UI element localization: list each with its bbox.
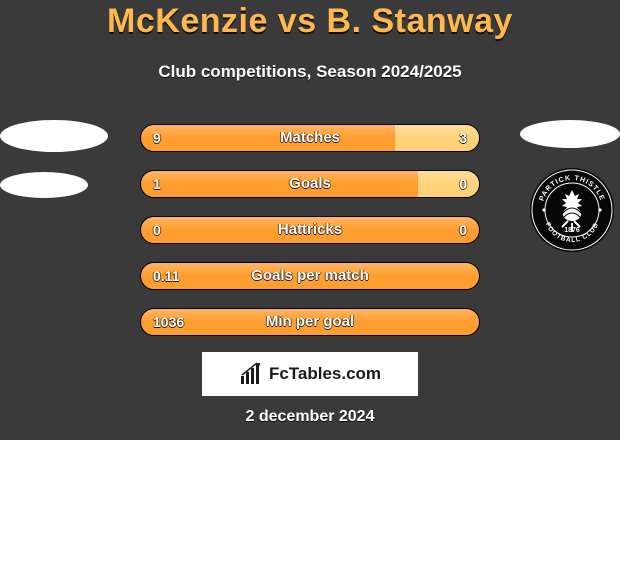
snapshot-date: 2 december 2024 <box>0 408 620 426</box>
placeholder-bubble <box>0 172 88 198</box>
placeholder-bubble <box>520 120 620 148</box>
svg-text:1876: 1876 <box>564 227 580 234</box>
metrics-container: 93Matches 10Goals 00Hattricks 0.11Goals per… <box>140 124 480 354</box>
club-crest-icon: PARTICK THISTLE FOOTBALL CLUB 1876 <box>530 168 614 252</box>
metric-label: Hattricks <box>141 217 479 243</box>
fctables-logo-icon <box>239 362 263 386</box>
metric-row: 00Hattricks <box>140 216 480 244</box>
metric-row: 10Goals <box>140 170 480 198</box>
brand-text: FcTables.com <box>269 364 381 384</box>
brand-watermark: FcTables.com <box>202 352 418 396</box>
metric-label: Goals <box>141 171 479 197</box>
placeholder-bubble <box>0 120 108 152</box>
metric-row: 0.11Goals per match <box>140 262 480 290</box>
metric-label: Min per goal <box>141 309 479 335</box>
metric-label: Goals per match <box>141 263 479 289</box>
metric-label: Matches <box>141 125 479 151</box>
metric-row: 1036Min per goal <box>140 308 480 336</box>
player2-badge-stack: PARTICK THISTLE FOOTBALL CLUB 1876 <box>500 120 620 252</box>
metric-row: 93Matches <box>140 124 480 152</box>
page-title: McKenzie vs B. Stanway <box>0 2 620 41</box>
player1-badge-stack <box>0 120 120 218</box>
subtitle: Club competitions, Season 2024/2025 <box>0 62 620 82</box>
comparison-card: McKenzie vs B. Stanway Club competitions… <box>0 0 620 440</box>
